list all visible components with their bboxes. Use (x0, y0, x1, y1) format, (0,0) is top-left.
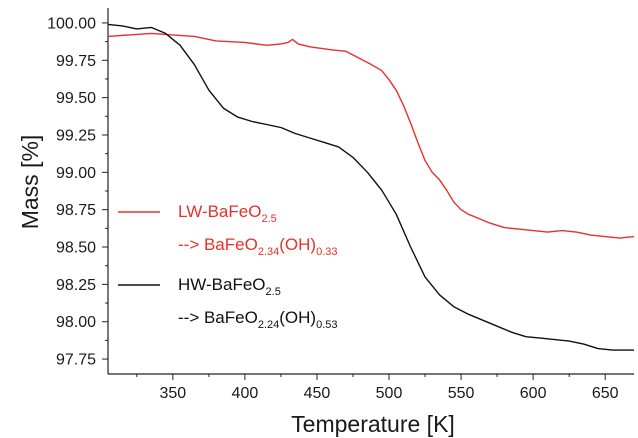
x-tick-label: 550 (448, 385, 475, 402)
y-tick-label: 99.25 (56, 127, 96, 144)
x-axis-title: Temperature [K] (291, 411, 455, 437)
x-tick-label: 450 (304, 385, 331, 402)
y-tick-label: 99.75 (56, 53, 96, 70)
y-tick-label: 98.00 (56, 314, 96, 331)
legend-entry-label: HW-BaFeO2.5 (178, 275, 281, 298)
y-tick-label: 98.25 (56, 277, 96, 294)
x-tick-label: 400 (232, 385, 259, 402)
y-tick-label: 100.00 (47, 15, 96, 32)
y-axis-title: Mass [%] (17, 135, 43, 230)
y-tick-label: 99.00 (56, 165, 96, 182)
legend: LW-BaFeO2.5 --> BaFeO2.34(OH)0.33 HW-BaFeO… (118, 202, 338, 331)
y-tick-label: 97.75 (56, 352, 96, 369)
y-axis-ticks: 97.75 98.00 98.25 98.50 98.75 99.00 99.25 99.50… (47, 15, 108, 369)
x-tick-label: 650 (592, 385, 619, 402)
y-tick-label: 98.50 (56, 240, 96, 257)
y-tick-label: 98.75 (56, 202, 96, 219)
series-lw-line (107, 32, 635, 239)
y-tick-label: 99.50 (56, 90, 96, 107)
legend-entry-formula: --> BaFeO2.24(OH)0.53 (178, 308, 338, 331)
series-layer (107, 23, 635, 351)
x-tick-label: 600 (520, 385, 547, 402)
x-axis-ticks: 350 400 450 500 550 600 650 (136, 374, 619, 402)
series-hw-line (107, 23, 634, 351)
x-tick-label: 500 (376, 385, 403, 402)
x-tick-label: 350 (159, 385, 186, 402)
legend-entry-formula: --> BaFeO2.34(OH)0.33 (178, 235, 338, 258)
legend-entry-label: LW-BaFeO2.5 (178, 202, 277, 225)
